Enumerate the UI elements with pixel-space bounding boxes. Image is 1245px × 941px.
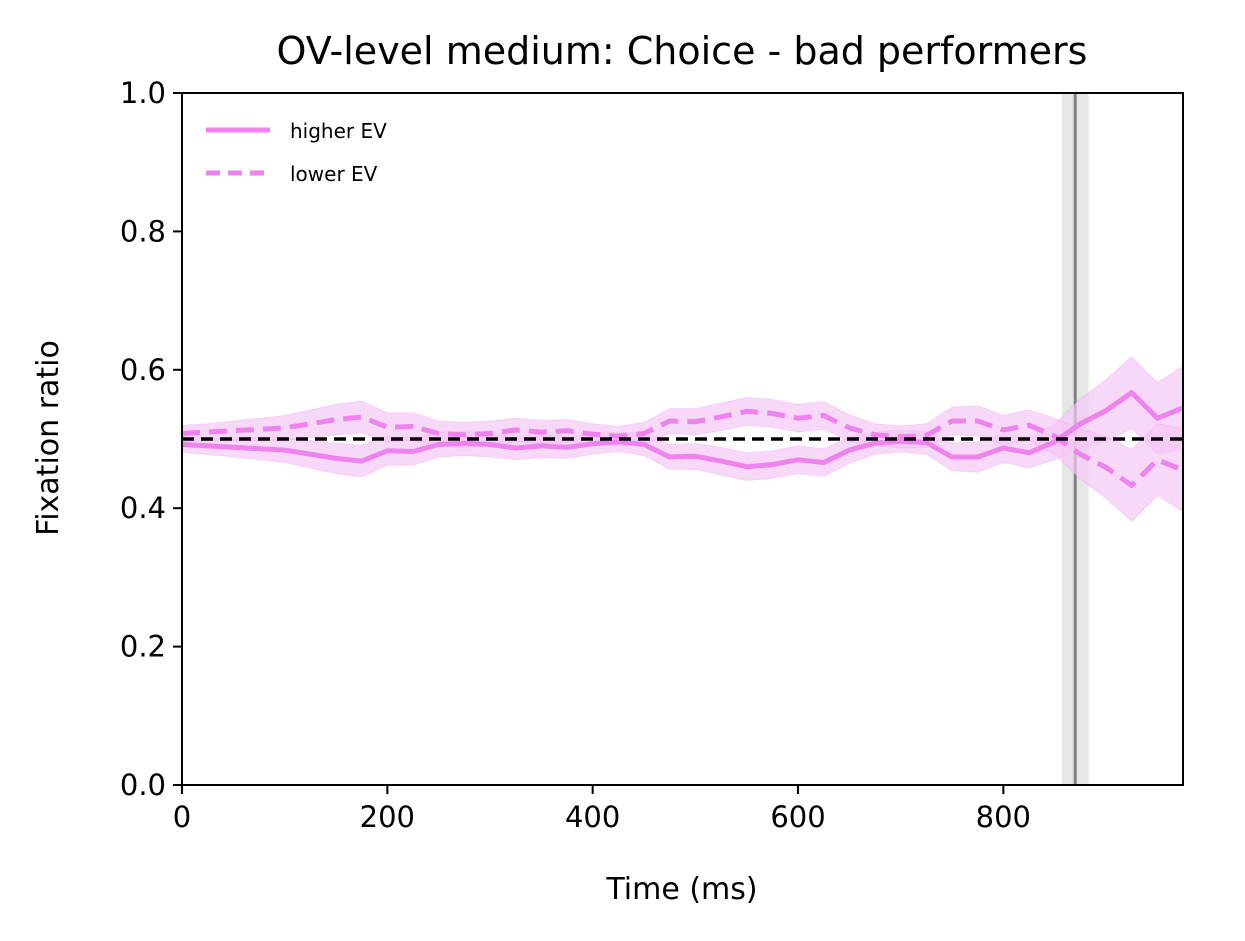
y-axis-ticks: 0.0 0.2 0.4 0.6 0.8 1.0 (120, 76, 182, 802)
plot-area (182, 93, 1183, 785)
series-lines (182, 390, 1183, 488)
x-tick-label: 400 (565, 800, 620, 834)
x-tick-label: 0 (173, 800, 191, 834)
chart-title: OV-level medium: Choice - bad performers (277, 29, 1088, 73)
legend: higher EV lower EV (206, 119, 387, 186)
y-tick-label: 0.8 (120, 214, 166, 248)
y-tick-label: 0.2 (120, 630, 166, 664)
x-axis-label: Time (ms) (605, 872, 757, 907)
y-tick-label: 0.4 (120, 491, 166, 525)
legend-label-higher-ev: higher EV (290, 119, 387, 143)
x-tick-label: 200 (360, 800, 415, 834)
legend-label-lower-ev: lower EV (290, 162, 378, 186)
y-tick-label: 0.0 (120, 768, 166, 802)
x-axis-ticks: 0 200 400 600 800 (173, 785, 1031, 834)
plot-frame (181, 92, 1184, 786)
y-tick-label: 0.6 (120, 353, 166, 387)
x-tick-label: 800 (976, 800, 1031, 834)
series-line-lower-ev (182, 408, 1183, 488)
y-axis-label: Fixation ratio (31, 340, 66, 536)
x-tick-label: 600 (770, 800, 825, 834)
series-line-higher-ev (182, 390, 1183, 470)
y-tick-label: 1.0 (120, 76, 166, 110)
